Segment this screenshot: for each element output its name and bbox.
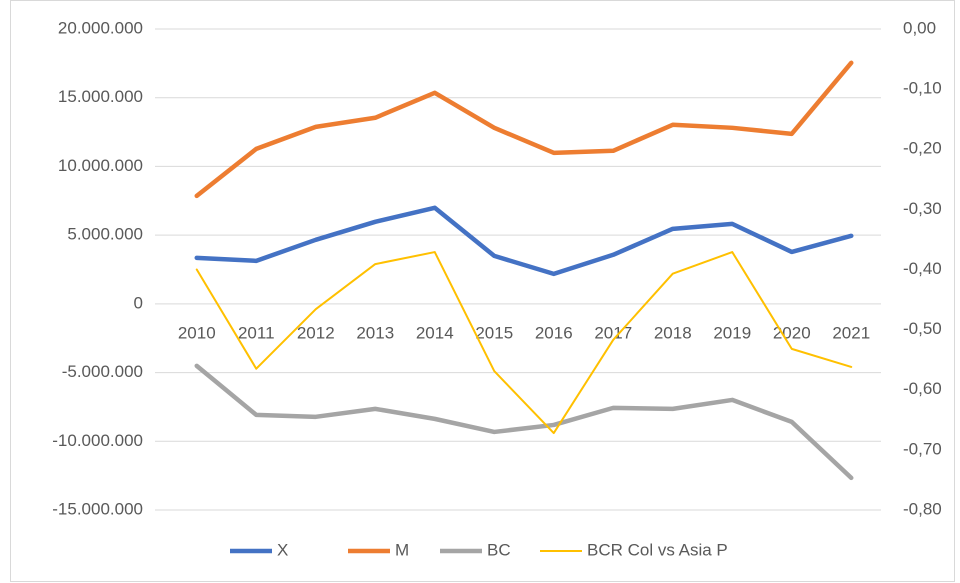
y-tick-label: 5.000.000	[67, 225, 143, 244]
y-tick-label: -15.000.000	[52, 499, 143, 518]
legend-label: M	[395, 540, 409, 559]
y-tick-label: -5.000.000	[62, 362, 143, 381]
series-line	[195, 251, 853, 435]
x-tick-label: 2010	[178, 323, 216, 342]
y2-tick-label: -0,40	[903, 259, 942, 278]
x-tick-label: 2011	[238, 323, 275, 342]
x-tick-label: 2016	[535, 323, 573, 342]
series-line	[194, 60, 854, 199]
y2-tick-label: 0,00	[903, 18, 936, 37]
y2-tick-label: -0,20	[903, 139, 942, 158]
y2-tick-label: -0,60	[903, 379, 942, 398]
y2-tick-label: -0,50	[903, 319, 942, 338]
x-tick-label: 2019	[713, 323, 751, 342]
y2-tick-label: -0,70	[903, 439, 942, 458]
x-tick-label: 2012	[297, 323, 335, 342]
y2-tick-label: -0,10	[903, 79, 942, 98]
y-tick-label: 20.000.000	[58, 18, 143, 37]
x-tick-label: 2018	[654, 323, 692, 342]
chart-border	[10, 0, 955, 582]
y2-tick-label: -0,80	[903, 499, 942, 518]
legend-label: BC	[487, 540, 511, 559]
legend-label: BCR Col vs Asia P	[587, 540, 728, 559]
x-tick-label: 2014	[416, 323, 454, 342]
x-tick-label: 2021	[832, 323, 870, 342]
x-tick-label: 2013	[356, 323, 394, 342]
y-tick-label: 15.000.000	[58, 87, 143, 106]
legend-label: X	[277, 540, 288, 559]
y2-tick-label: -0,30	[903, 199, 942, 218]
series-line	[194, 205, 854, 277]
y-tick-label: 0	[134, 293, 143, 312]
y-tick-label: 10.000.000	[58, 156, 143, 175]
x-tick-label: 2020	[773, 323, 811, 342]
series-line	[194, 363, 854, 481]
x-tick-label: 2015	[475, 323, 513, 342]
y-tick-label: -10.000.000	[52, 431, 143, 450]
